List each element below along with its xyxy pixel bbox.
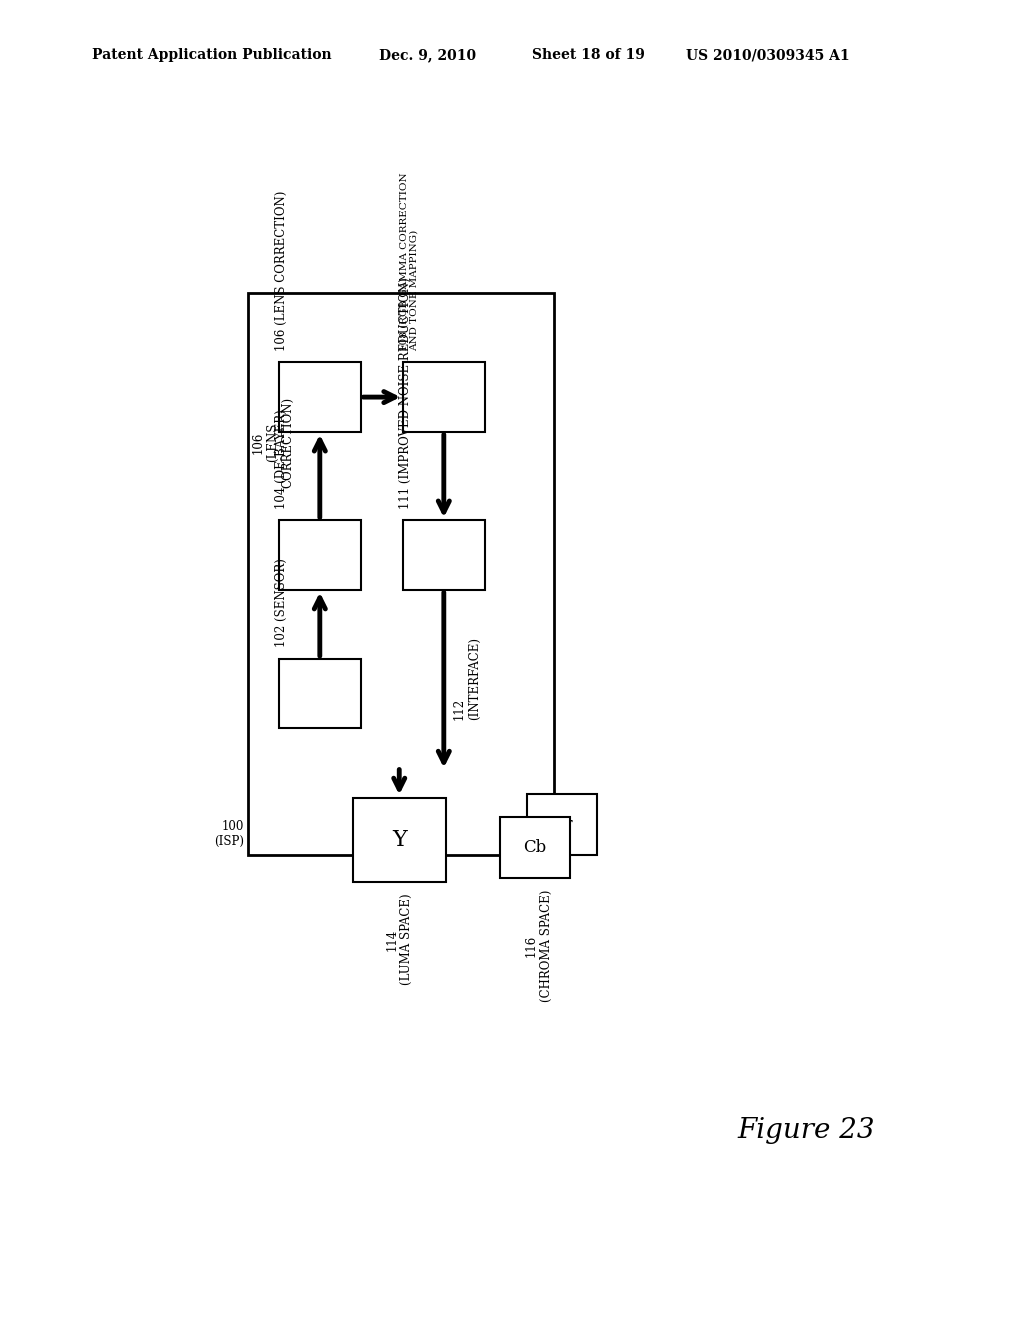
Bar (500, 817, 569, 878)
Text: 106
(LENS
CORRECTION): 106 (LENS CORRECTION) (252, 397, 295, 488)
Text: 116
(CHROMA SPACE): 116 (CHROMA SPACE) (524, 890, 553, 1002)
Text: Y: Y (392, 829, 407, 851)
Text: Cr: Cr (552, 816, 572, 833)
Text: Patent Application Publication: Patent Application Publication (92, 49, 332, 62)
Bar (403, 520, 484, 590)
Bar (280, 520, 360, 590)
Text: 100
(ISP): 100 (ISP) (214, 820, 245, 847)
Text: 106 (LENS CORRECTION): 106 (LENS CORRECTION) (275, 190, 288, 351)
Bar (403, 363, 484, 432)
Text: 102 (SENSOR): 102 (SENSOR) (275, 558, 288, 647)
Text: 104 (DE-BAYER): 104 (DE-BAYER) (275, 409, 288, 508)
Text: Dec. 9, 2010: Dec. 9, 2010 (379, 49, 476, 62)
Bar (527, 793, 597, 855)
Text: Cb: Cb (523, 840, 547, 857)
Bar (280, 363, 360, 432)
Bar (248, 293, 554, 855)
Text: 108 (RGB GAMMA CORRECTION
AND TONE MAPPING): 108 (RGB GAMMA CORRECTION AND TONE MAPPI… (399, 173, 419, 351)
Text: Figure 23: Figure 23 (737, 1117, 874, 1144)
Bar (280, 659, 360, 729)
Text: 112
(INTERFACE): 112 (INTERFACE) (453, 636, 481, 719)
Text: Sheet 18 of 19: Sheet 18 of 19 (532, 49, 645, 62)
Bar (352, 797, 445, 882)
Text: 114
(LUMA SPACE): 114 (LUMA SPACE) (385, 894, 414, 985)
Text: US 2010/0309345 A1: US 2010/0309345 A1 (686, 49, 850, 62)
Text: 111 (IMPROVED NOISE REDUCTION): 111 (IMPROVED NOISE REDUCTION) (399, 277, 413, 508)
